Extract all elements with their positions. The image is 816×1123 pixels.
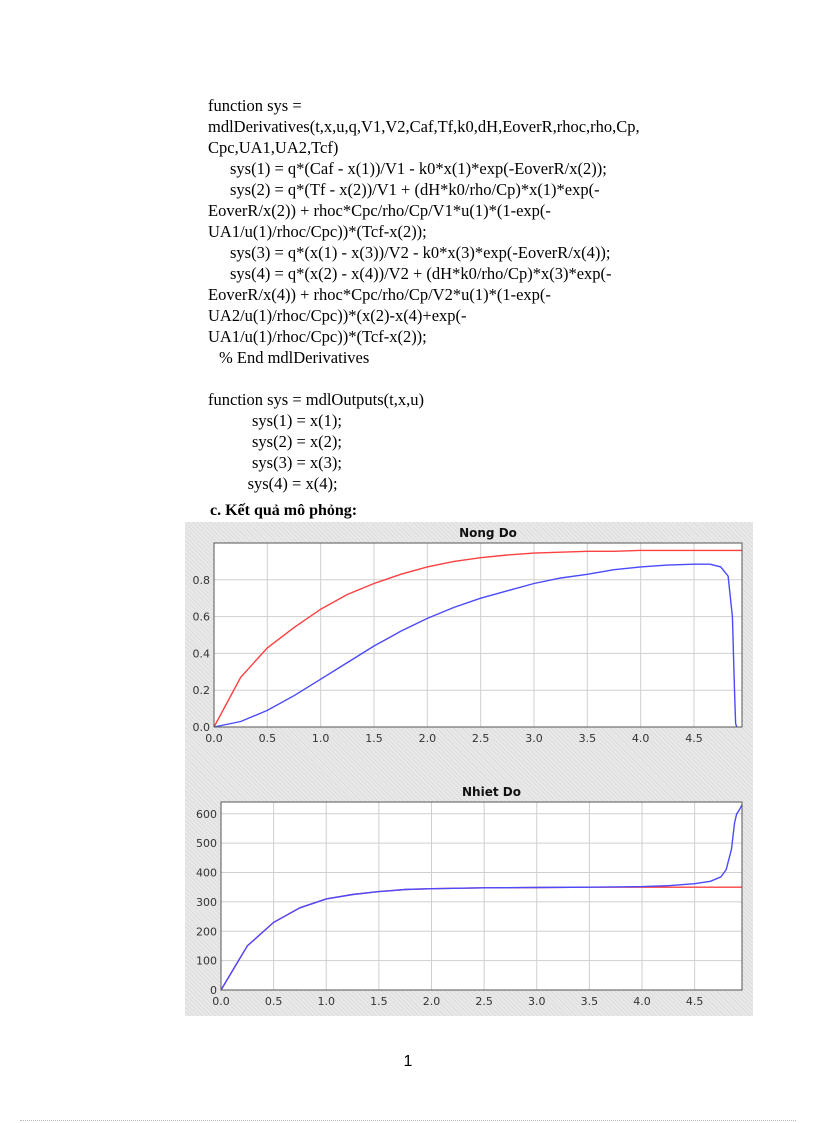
x-tick-label: 0.0 xyxy=(205,732,223,745)
y-tick-label: 0.2 xyxy=(193,684,211,697)
chart-nhiet-do: 0.0 0.5 1.0 1.5 2.0 2.5 3.0 3.5 4.0 4.5 0 100 200 300… xyxy=(196,785,743,1008)
code-block: function sys = mdlDerivatives(t,x,u,q,V1,… xyxy=(208,95,728,494)
code-line: function sys = xyxy=(208,96,302,115)
x-tick-label: 1.0 xyxy=(318,995,336,1008)
x-tick-label: 1.0 xyxy=(312,732,330,745)
code-line: UA1/u(1)/rhoc/Cpc))*(Tcf-x(2)); xyxy=(208,222,427,241)
y-tick-label: 100 xyxy=(196,955,217,968)
x-tick-label: 2.0 xyxy=(419,732,437,745)
chart-title: Nong Do xyxy=(459,526,517,540)
x-tick-label: 3.0 xyxy=(525,732,543,745)
x-tick-label: 2.5 xyxy=(475,995,493,1008)
x-tick-label: 1.5 xyxy=(370,995,388,1008)
plot-frame xyxy=(220,801,743,991)
x-tick-label: 3.5 xyxy=(581,995,599,1008)
y-tick-label: 200 xyxy=(196,925,217,938)
code-line: sys(3) = q*(x(1) - x(3))/V2 - k0*x(3)*ex… xyxy=(230,243,611,262)
x-tick-label: 4.5 xyxy=(685,732,703,745)
code-line: UA2/u(1)/rhoc/Cpc))*(x(2)-x(4)+exp(- xyxy=(208,306,467,325)
plot-frame xyxy=(213,542,743,728)
x-tick-label: 4.5 xyxy=(686,995,704,1008)
x-tick-label: 0.5 xyxy=(265,995,283,1008)
y-tick-label: 400 xyxy=(196,867,217,880)
x-tick-label: 1.5 xyxy=(365,732,383,745)
code-line: function sys = mdlOutputs(t,x,u) xyxy=(208,390,425,409)
code-line: Cpc,UA1,UA2,Tcf) xyxy=(208,138,339,157)
plot-area xyxy=(220,801,743,991)
code-line: % End mdlDerivatives xyxy=(219,348,370,367)
x-tick-label: 4.0 xyxy=(633,995,651,1008)
code-line: mdlDerivatives(t,x,u,q,V1,V2,Caf,Tf,k0,d… xyxy=(208,117,640,136)
x-tick-label: 3.0 xyxy=(528,995,546,1008)
chart-nong-do: 0.0 0.5 1.0 1.5 2.0 2.5 3.0 3.5 4.0 4.5 0.0 0.2 0.4 0… xyxy=(193,526,743,745)
code-line: sys(2) = x(2); xyxy=(252,432,342,451)
x-tick-label: 0.0 xyxy=(212,995,230,1008)
code-line: sys(4) = q*(x(2) - x(4))/V2 + (dH*k0/rho… xyxy=(230,264,612,283)
x-tick-label: 3.5 xyxy=(579,732,597,745)
y-tick-label: 0.6 xyxy=(193,611,211,624)
series-line-blue xyxy=(213,563,738,728)
code-line: sys(3) = x(3); xyxy=(252,453,342,472)
section-heading: c. Kết quả mô phỏng: xyxy=(210,502,358,519)
code-line: sys(4) = x(4); xyxy=(247,474,338,493)
x-tick-label: 4.0 xyxy=(632,732,650,745)
y-tick-label: 600 xyxy=(196,808,217,821)
code-line: sys(2) = q*(Tf - x(2))/V1 + (dH*k0/rho/C… xyxy=(230,180,600,199)
charts-svg: 0.0 0.5 1.0 1.5 2.0 2.5 3.0 3.5 4.0 4.5 0.0 0.2 0.4 0… xyxy=(193,526,743,1008)
page-number: 1 xyxy=(403,1053,413,1070)
y-tick-label: 500 xyxy=(196,837,217,850)
code-line: sys(1) = x(1); xyxy=(252,411,342,430)
x-tick-label: 0.5 xyxy=(259,732,277,745)
code-line: sys(1) = q*(Caf - x(1))/V1 - k0*x(1)*exp… xyxy=(230,159,607,178)
code-line: UA1/u(1)/rhoc/Cpc))*(Tcf-x(2)); xyxy=(208,327,427,346)
chart-title: Nhiet Do xyxy=(462,785,521,799)
code-line: EoverR/x(2)) + rhoc*Cpc/rho/Cp/V1*u(1)*(… xyxy=(208,201,551,220)
code-line xyxy=(208,368,728,389)
y-tick-label: 0.4 xyxy=(193,647,211,660)
y-tick-label: 0.8 xyxy=(193,574,211,587)
x-tick-label: 2.0 xyxy=(423,995,441,1008)
x-tick-label: 2.5 xyxy=(472,732,490,745)
code-line: EoverR/x(4)) + rhoc*Cpc/rho/Cp/V2*u(1)*(… xyxy=(208,285,551,304)
plot-area xyxy=(213,542,743,728)
series-line-red xyxy=(213,549,742,728)
series-line-blue xyxy=(220,804,743,991)
simulation-figure: 0.0 0.5 1.0 1.5 2.0 2.5 3.0 3.5 4.0 4.5 0.0 0.2 0.4 0… xyxy=(185,522,753,1016)
y-tick-label: 300 xyxy=(196,896,217,909)
y-tick-label: 0.0 xyxy=(193,721,211,734)
y-tick-label: 0 xyxy=(210,984,217,997)
footer-divider xyxy=(20,1120,796,1121)
